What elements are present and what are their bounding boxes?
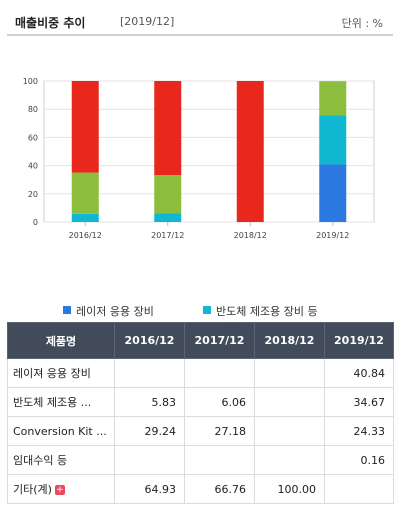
product-name-cell: 기타(계) + xyxy=(7,474,115,504)
x-tick-label: 2018/12 xyxy=(234,231,267,240)
table-header-row: 제품명 2016/12 2017/12 2018/12 2019/12 xyxy=(7,322,394,359)
bar-segment xyxy=(236,81,264,222)
product-name-cell: 반도체 제조용 ... xyxy=(7,387,115,417)
legend-label: 반도체 제조용 장비 등 xyxy=(216,305,318,318)
bar-segment xyxy=(71,81,99,173)
bar-segment xyxy=(319,115,347,165)
product-name: 기타(계) xyxy=(13,483,52,496)
column-header-period: 2017/12 xyxy=(184,322,255,359)
y-tick-label: 0 xyxy=(33,218,38,227)
product-name-cell: 레이져 응용 장비 xyxy=(7,358,115,388)
legend-swatch xyxy=(203,306,211,314)
table-row: Conversion Kit ... 29.24 27.18 24.33 xyxy=(7,416,394,446)
bar-segment xyxy=(319,81,347,116)
value-cell: 64.93 xyxy=(114,474,185,504)
value-cell: 5.83 xyxy=(114,387,185,417)
column-header-period: 2018/12 xyxy=(254,322,325,359)
product-name: 레이져 응용 장비 xyxy=(13,367,91,380)
value-cell: 24.33 xyxy=(324,416,394,446)
value-cell xyxy=(254,358,325,388)
legend-label: 레이저 응용 장비 xyxy=(76,305,154,318)
y-tick-label: 80 xyxy=(28,105,38,114)
value-cell xyxy=(184,358,255,388)
bar-segment xyxy=(71,172,99,214)
y-tick-label: 20 xyxy=(28,190,38,199)
x-tick-label: 2016/12 xyxy=(69,231,102,240)
value-cell xyxy=(254,387,325,417)
value-cell xyxy=(324,474,394,504)
value-cell xyxy=(184,445,255,475)
y-tick-label: 100 xyxy=(23,77,38,86)
legend-swatch xyxy=(63,306,71,314)
period-label: [2019/12] xyxy=(120,15,175,28)
sales-mix-table: 제품명 2016/12 2017/12 2018/12 2019/12 레이져 … xyxy=(7,322,394,504)
value-cell xyxy=(254,445,325,475)
bar-segment xyxy=(154,213,182,222)
product-name: 반도체 제조용 ... xyxy=(13,396,92,409)
column-header-product: 제품명 xyxy=(7,322,115,359)
value-cell: 27.18 xyxy=(184,416,255,446)
table-row: 반도체 제조용 ... 5.83 6.06 34.67 xyxy=(7,387,394,417)
x-tick-label: 2017/12 xyxy=(151,231,184,240)
y-tick-label: 60 xyxy=(28,133,38,142)
value-cell xyxy=(114,445,185,475)
bar-segment xyxy=(154,81,182,176)
table-row: 기타(계) +64.93 66.76 100.00 xyxy=(7,474,394,504)
x-tick-label: 2019/12 xyxy=(316,231,349,240)
plot-area xyxy=(43,80,375,223)
bar-segment xyxy=(154,175,182,214)
product-name-cell: 임대수익 등 xyxy=(7,445,115,475)
value-cell xyxy=(114,358,185,388)
column-header-period: 2019/12 xyxy=(324,322,394,359)
chart-canvas: 0 20 40 60 80 100 2016/12 2017/12 2018/12 2019/12 xyxy=(23,77,375,240)
y-tick-label: 40 xyxy=(28,162,38,171)
value-cell: 0.16 xyxy=(324,445,394,475)
column-header-period: 2016/12 xyxy=(114,322,185,359)
section-header: 매출비중 추이 [2019/12] 단위 : % xyxy=(7,6,393,36)
value-cell xyxy=(254,416,325,446)
value-cell: 6.06 xyxy=(184,387,255,417)
product-name-cell: Conversion Kit ... xyxy=(7,416,115,446)
value-cell: 40.84 xyxy=(324,358,394,388)
sales-mix-chart: 0 20 40 60 80 100 2016/12 2017/12 2018/12 2019/12… xyxy=(7,42,393,350)
product-name: 임대수익 등 xyxy=(13,454,68,467)
section-title: 매출비중 추이 xyxy=(15,16,86,30)
value-cell: 29.24 xyxy=(114,416,185,446)
value-cell: 66.76 xyxy=(184,474,255,504)
value-cell: 100.00 xyxy=(254,474,325,504)
expand-plus-icon[interactable]: + xyxy=(54,485,65,495)
bar-segment xyxy=(319,164,347,222)
value-cell: 34.67 xyxy=(324,387,394,417)
table-row: 임대수익 등 0.16 xyxy=(7,445,394,475)
product-name: Conversion Kit ... xyxy=(13,424,107,438)
unit-label: 단위 : % xyxy=(341,17,383,30)
bar-segment xyxy=(71,213,99,222)
table-row: 레이져 응용 장비 40.84 xyxy=(7,358,394,388)
